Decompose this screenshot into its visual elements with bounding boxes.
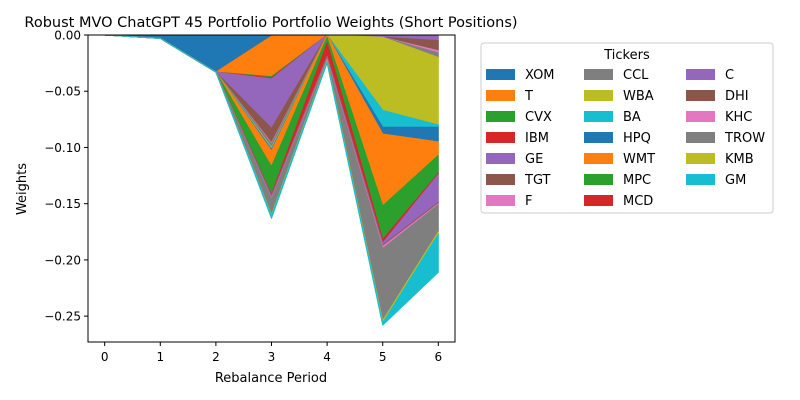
legend-swatch-khc — [686, 111, 715, 122]
legend-frame — [480, 42, 774, 214]
y-axis-label: Weights — [15, 163, 30, 215]
y-axis: 0.00 −0.05 −0.10 −0.15 −0.20 −0.25 — [44, 29, 88, 324]
legend-label-wmt: WMT — [623, 152, 655, 167]
legend-label-t: T — [524, 89, 533, 104]
legend-swatch-xom — [486, 69, 515, 80]
legend-swatch-kmb — [686, 153, 715, 164]
legend-label-trow: TROW — [724, 131, 765, 146]
legend-swatch-mpc — [584, 174, 613, 185]
y-tick-label: −0.10 — [44, 141, 81, 155]
legend-label-mpc: MPC — [623, 173, 651, 188]
legend-swatch-cvx — [486, 111, 515, 122]
y-tick-label: −0.20 — [44, 253, 81, 267]
area-gm — [104, 35, 439, 326]
x-axis-label: Rebalance Period — [215, 371, 327, 386]
legend-swatch-c — [686, 69, 715, 80]
legend-swatch-ge — [486, 153, 515, 164]
y-tick-label: −0.05 — [44, 85, 81, 99]
legend-swatch-dhi — [686, 90, 715, 101]
x-tick-label: 6 — [434, 350, 442, 364]
legend-label-ibm: IBM — [525, 131, 549, 146]
x-tick-label: 4 — [323, 350, 331, 364]
legend-swatch-ccl — [584, 69, 613, 80]
legend-label-tgt: TGT — [524, 173, 551, 188]
legend-swatch-hpq — [584, 132, 613, 143]
y-tick-label: −0.25 — [44, 310, 81, 324]
legend-swatch-wba — [584, 90, 613, 101]
y-tick-label: −0.15 — [44, 197, 81, 211]
x-tick-label: 2 — [212, 350, 220, 364]
x-tick-label: 0 — [101, 350, 109, 364]
x-tick-label: 1 — [156, 350, 164, 364]
legend-swatch-gm — [686, 174, 715, 185]
x-tick-label: 5 — [379, 350, 387, 364]
legend-label-f: F — [525, 194, 532, 209]
legend-label-dhi: DHI — [725, 89, 749, 104]
legend-label-kmb: KMB — [725, 152, 754, 167]
x-axis: 0 1 2 3 4 5 6 — [101, 342, 442, 364]
legend-label-khc: KHC — [725, 110, 752, 125]
area-layers — [104, 35, 439, 326]
legend-label-mcd: MCD — [623, 194, 653, 209]
legend-title: Tickers — [603, 48, 650, 63]
legend-label-cvx: CVX — [525, 110, 552, 125]
y-tick-label: 0.00 — [54, 29, 81, 43]
legend-label-ge: GE — [525, 152, 543, 167]
legend-label-hpq: HPQ — [623, 131, 651, 146]
legend-label-ccl: CCL — [623, 68, 649, 83]
legend-swatch-mcd — [584, 195, 613, 206]
legend-swatch-wmt — [584, 153, 613, 164]
legend-swatch-ba — [584, 111, 613, 122]
legend: Tickers XOM T CVX IBM GE TGT F CCL WBA BA HPQ WMT MP… — [480, 42, 774, 214]
legend-swatch-t — [486, 90, 515, 101]
legend-label-c: C — [725, 68, 734, 83]
legend-swatch-ibm — [486, 132, 515, 143]
legend-label-ba: BA — [623, 110, 641, 125]
legend-label-wba: WBA — [623, 89, 654, 104]
legend-swatch-tgt — [486, 174, 515, 185]
legend-swatch-trow — [686, 132, 715, 143]
chart-title: Robust MVO ChatGPT 45 Portfolio Portfoli… — [24, 15, 517, 31]
x-tick-label: 3 — [268, 350, 276, 364]
legend-swatch-f — [486, 195, 515, 206]
legend-label-gm: GM — [725, 173, 746, 188]
legend-label-xom: XOM — [525, 68, 555, 83]
